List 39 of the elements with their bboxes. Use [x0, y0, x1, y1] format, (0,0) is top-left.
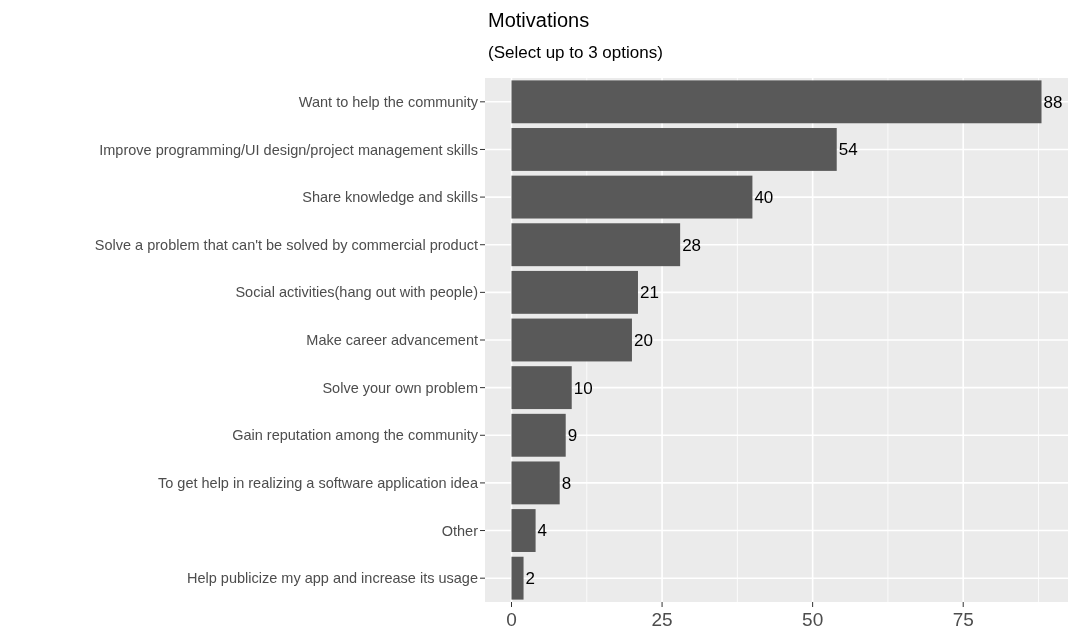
y-tick-label: Help publicize my app and increase its usage — [187, 570, 478, 587]
bar — [511, 413, 566, 457]
bar — [511, 509, 536, 552]
y-tick-label: Gain reputation among the community — [232, 427, 479, 444]
y-tick-label: Make career advancement — [306, 332, 478, 349]
bar — [511, 80, 1042, 124]
bar — [511, 318, 632, 362]
data-label: 10 — [573, 378, 593, 398]
y-tick-label: Social activities(hang out with people) — [235, 284, 478, 301]
y-tick-label: To get help in realizing a software application idea — [157, 474, 479, 491]
chart-title: Motivations — [488, 9, 590, 31]
bar — [511, 366, 572, 410]
x-tick-label: 50 — [802, 609, 824, 630]
y-tick-label: Other — [441, 522, 479, 539]
bar — [511, 461, 560, 505]
x-tick-label: 75 — [952, 609, 974, 630]
data-label: 8 — [561, 473, 572, 493]
x-tick-label: 25 — [651, 609, 673, 630]
x-tick-label: 0 — [506, 609, 517, 630]
data-label: 4 — [537, 521, 548, 541]
bar — [511, 175, 753, 219]
bar — [511, 223, 681, 267]
data-label: 2 — [525, 569, 536, 589]
data-label: 40 — [754, 188, 774, 208]
data-label: 54 — [838, 140, 858, 160]
data-label: 88 — [1043, 92, 1063, 112]
y-tick-label: Solve your own problem — [322, 379, 478, 396]
chart-subtitle: (Select up to 3 options) — [488, 43, 663, 62]
bar — [511, 270, 638, 314]
bar — [511, 556, 524, 600]
y-tick-label: Want to help the community — [298, 93, 479, 110]
data-label: 21 — [639, 283, 659, 303]
data-label: 20 — [633, 330, 653, 350]
bar — [511, 128, 837, 171]
data-label: 9 — [567, 426, 578, 446]
y-tick-label: Improve programming/UI design/project management skills — [99, 141, 478, 158]
y-tick-label: Solve a problem that can't be solved by commercial product — [94, 236, 478, 253]
data-label: 28 — [682, 235, 702, 255]
y-tick-label: Share knowledge and skills — [302, 189, 478, 206]
